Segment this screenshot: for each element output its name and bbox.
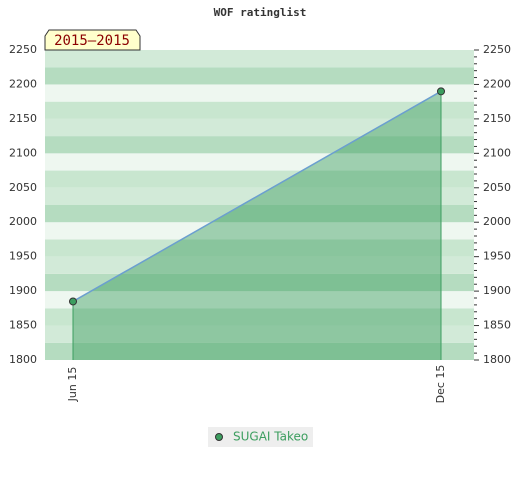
y-tick-label: 2150 — [9, 112, 37, 125]
y-tick-label: 2050 — [9, 181, 37, 194]
line — [72, 90, 442, 303]
stripe — [45, 84, 474, 102]
stripe — [45, 222, 474, 240]
y-tick-label: 1950 — [9, 250, 37, 263]
stripe — [45, 101, 474, 119]
badge-box — [44, 29, 141, 51]
stripe — [45, 153, 474, 171]
legend-box — [208, 427, 313, 447]
stripe — [45, 50, 474, 68]
marker — [437, 87, 445, 96]
area — [73, 91, 441, 360]
stripe — [45, 256, 474, 274]
y2-tick-label: 2000 — [483, 215, 511, 228]
stripe — [45, 342, 474, 360]
y2-tick-label: 2200 — [483, 77, 511, 90]
y2-tick-label: 1800 — [483, 353, 511, 366]
y2-tick-label: 2050 — [483, 181, 511, 194]
y2-tick-label: 2250 — [483, 43, 511, 56]
badge-text: 2015–2015 — [54, 33, 130, 49]
stripe — [45, 67, 474, 85]
stripe — [45, 325, 474, 343]
legend-label: SUGAI Takeo — [233, 430, 308, 444]
y-tick-label: 2200 — [9, 77, 37, 90]
y2-tick-label: 2100 — [483, 146, 511, 159]
y2-tick-label: 1950 — [483, 250, 511, 263]
stripe — [45, 136, 474, 154]
y2-tick-label: 2150 — [483, 112, 511, 125]
stripe — [45, 205, 474, 223]
stripe — [45, 308, 474, 326]
plot-area — [45, 50, 474, 360]
x-tick-label: Jun 15 — [66, 367, 79, 403]
legend-marker — [215, 433, 223, 441]
y-tick-label: 1800 — [9, 353, 37, 366]
y-tick-label: 2000 — [9, 215, 37, 228]
y-tick-label: 2100 — [9, 146, 37, 159]
x-tick-label: Dec 15 — [434, 365, 447, 404]
y-tick-label: 2250 — [9, 43, 37, 56]
chart-title: WOF ratinglist — [214, 6, 307, 19]
y2-tick-label: 1900 — [483, 284, 511, 297]
y-tick-label: 1850 — [9, 319, 37, 332]
stripe — [45, 273, 474, 292]
stripe — [45, 118, 474, 137]
stripe — [45, 170, 474, 188]
stripe — [45, 291, 474, 309]
stripe — [45, 187, 474, 205]
y-tick-label: 1900 — [9, 284, 37, 297]
marker — [69, 297, 77, 306]
stripe — [45, 239, 474, 257]
y2-tick-label: 1850 — [483, 319, 511, 332]
